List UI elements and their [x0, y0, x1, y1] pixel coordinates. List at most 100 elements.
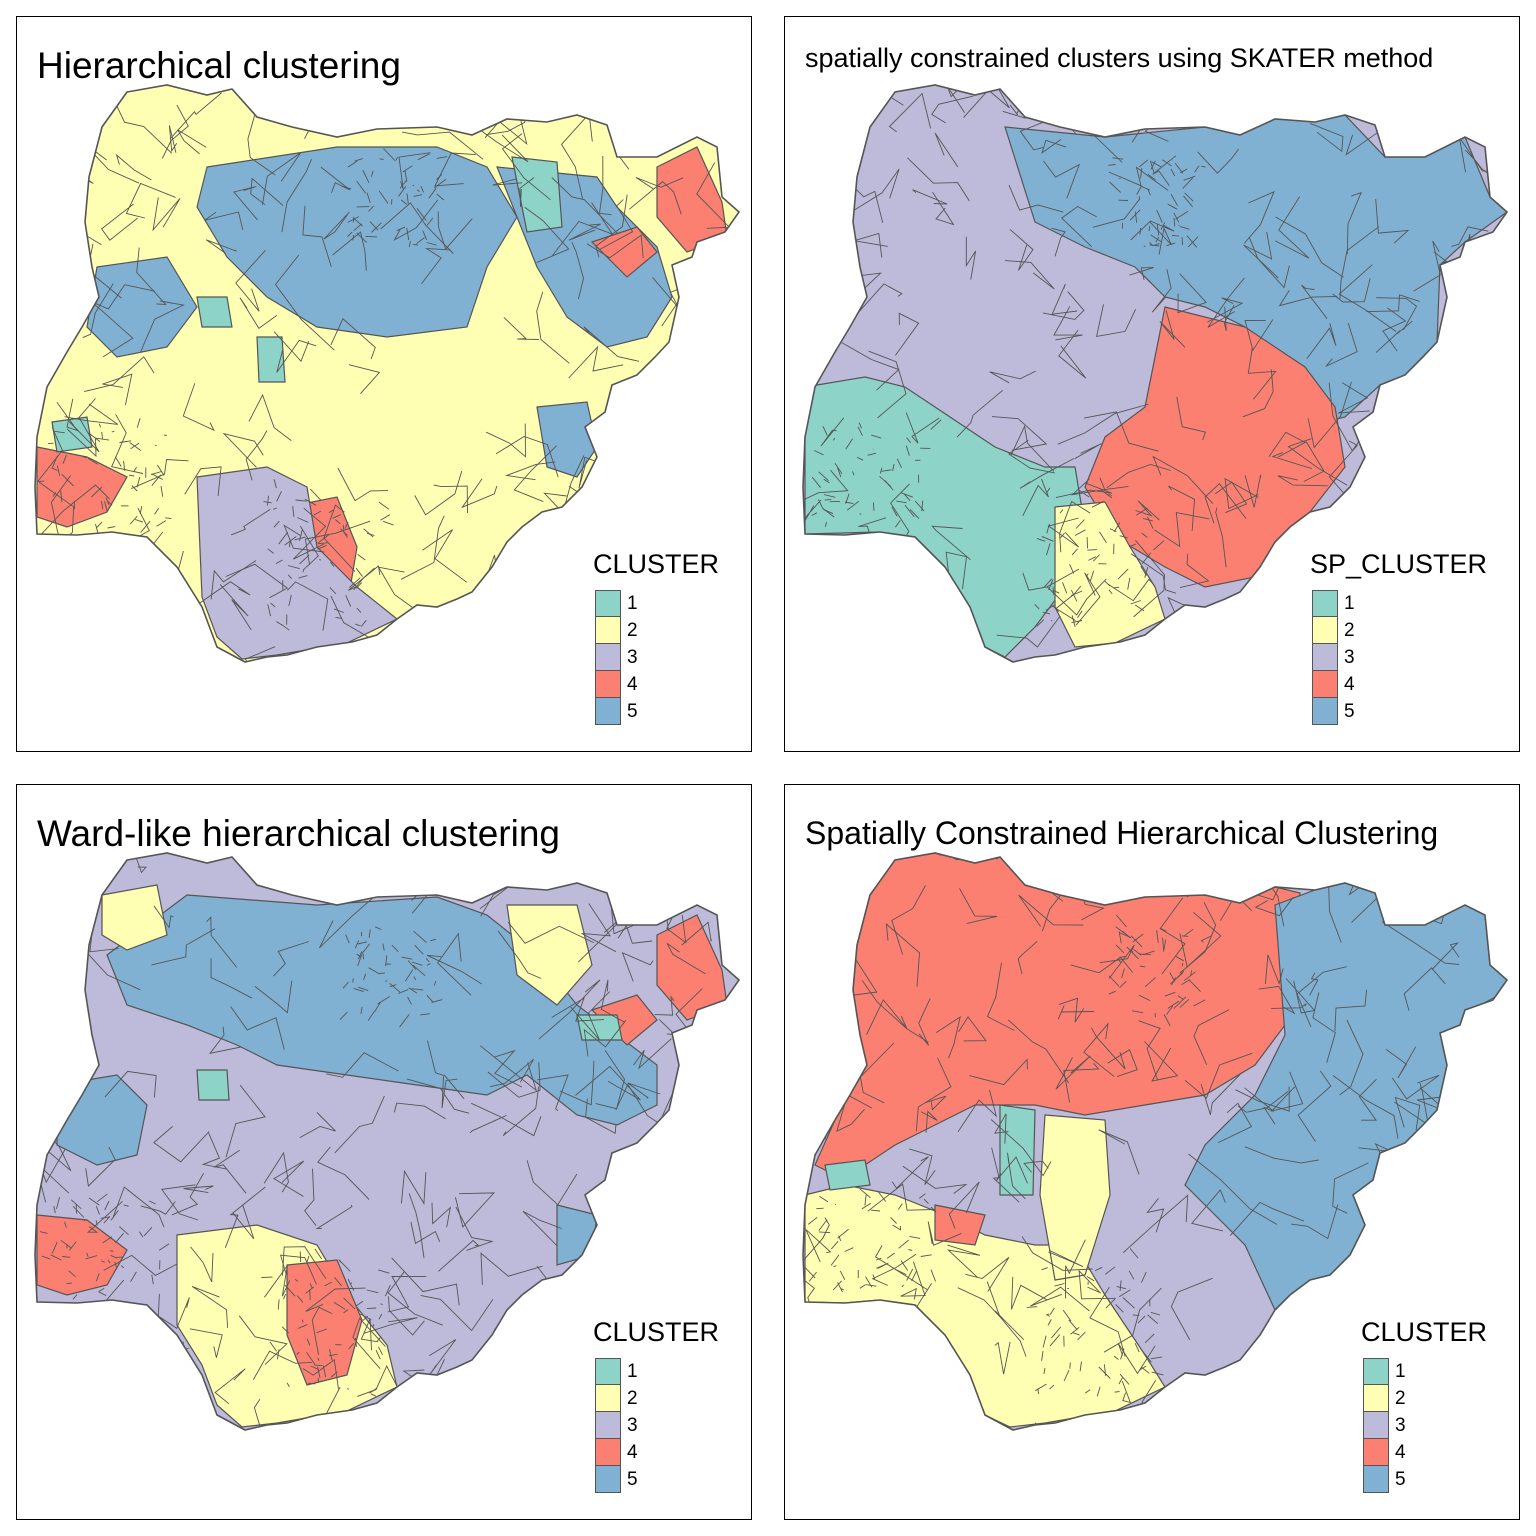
cluster-region-1 — [256, 336, 286, 383]
legend-swatch — [594, 1358, 621, 1385]
cluster-region-4 — [286, 1259, 363, 1386]
cluster-region-5 — [556, 1204, 598, 1266]
legend-label: 1 — [1343, 592, 1355, 614]
legend-label: 5 — [626, 700, 638, 722]
panel-title: Spatially Constrained Hierarchical Clust… — [805, 815, 1439, 851]
legend: CLUSTER 1 2 3 4 5 — [593, 1317, 719, 1493]
country-outline — [802, 852, 1509, 1431]
legend-swatch — [594, 671, 621, 698]
legend-items: 1 2 3 4 5 — [1311, 590, 1487, 725]
legend-item: 1 — [1362, 1358, 1487, 1385]
nigeria-map — [34, 84, 741, 663]
cluster-region-2 — [1039, 1114, 1111, 1281]
cluster-region-4 — [590, 226, 658, 278]
legend-swatch — [594, 590, 621, 617]
legend-label: 1 — [1394, 1360, 1406, 1382]
legend-title: CLUSTER — [592, 549, 719, 579]
legend-label: 5 — [626, 1468, 638, 1490]
legend-swatch — [1362, 1466, 1389, 1493]
legend-item: 2 — [594, 1385, 719, 1412]
legend-label: 3 — [1343, 646, 1355, 668]
legend-swatch — [594, 1466, 621, 1493]
legend-label: 3 — [626, 646, 638, 668]
legend-label: 2 — [626, 619, 638, 641]
map-panel-hierarchical: Hierarchical clustering CLUSTER 1 2 3 4 5 — [16, 16, 752, 752]
legend-swatch — [1362, 1385, 1389, 1412]
legend-swatch — [594, 1385, 621, 1412]
map-panel-skater: spatially constrained clusters using SKA… — [784, 16, 1520, 752]
legend-items: 1 2 3 4 5 — [594, 1358, 719, 1493]
legend-item: 2 — [1311, 617, 1487, 644]
legend-swatch — [1311, 698, 1338, 725]
legend-item: 4 — [1362, 1439, 1487, 1466]
legend-title: CLUSTER — [1360, 1317, 1487, 1347]
cluster-region-3 — [196, 466, 399, 660]
legend-label: 4 — [1394, 1441, 1406, 1463]
legend-label: 5 — [1394, 1468, 1406, 1490]
legend-item: 1 — [594, 1358, 719, 1385]
legend-swatch — [1362, 1358, 1389, 1385]
legend-swatch — [1311, 671, 1338, 698]
legend-swatch — [1311, 617, 1338, 644]
legend-swatch — [594, 617, 621, 644]
country-outline — [34, 852, 741, 1431]
country-outline — [802, 84, 1509, 663]
legend-label: 1 — [626, 1360, 638, 1382]
legend-swatch — [1362, 1412, 1389, 1439]
legend-label: 4 — [626, 1441, 638, 1463]
cluster-region-5 — [86, 256, 198, 358]
legend-item: 5 — [1311, 698, 1487, 725]
legend-label: 3 — [626, 1414, 638, 1436]
cluster-region-2 — [101, 884, 168, 951]
legend-item: 3 — [594, 1412, 719, 1439]
legend-item: 5 — [1362, 1466, 1487, 1493]
cluster-region-1 — [196, 1069, 230, 1101]
cluster-region-1 — [576, 1014, 623, 1041]
legend-label: 3 — [1394, 1414, 1406, 1436]
legend-swatch — [1362, 1439, 1389, 1466]
legend-swatch — [1311, 590, 1338, 617]
cluster-region-1 — [511, 156, 563, 233]
legend-items: 1 2 3 4 5 — [594, 590, 719, 725]
panel-title: Ward-like hierarchical clustering — [37, 813, 560, 854]
legend-item: 1 — [594, 590, 719, 617]
legend-label: 2 — [1394, 1387, 1406, 1409]
map-panel-ward: Ward-like hierarchical clustering CLUSTE… — [16, 784, 752, 1520]
legend-items: 1 2 3 4 5 — [1362, 1358, 1487, 1493]
legend-item: 1 — [1311, 590, 1487, 617]
legend-item: 4 — [1311, 671, 1487, 698]
legend-label: 4 — [1343, 673, 1355, 695]
cluster-region-1 — [824, 1159, 871, 1191]
legend: CLUSTER 1 2 3 4 5 — [593, 549, 719, 725]
legend-item: 3 — [594, 644, 719, 671]
cluster-region-1 — [999, 1104, 1036, 1196]
legend-label: 2 — [626, 1387, 638, 1409]
legend-label: 1 — [626, 592, 638, 614]
legend: CLUSTER 1 2 3 4 5 — [1361, 1317, 1487, 1493]
legend-title: CLUSTER — [592, 1317, 719, 1347]
legend-item: 5 — [594, 698, 719, 725]
legend-item: 5 — [594, 1466, 719, 1493]
legend-swatch — [1311, 644, 1338, 671]
cluster-region-4 — [1084, 306, 1346, 588]
legend-item: 4 — [594, 671, 719, 698]
legend-swatch — [594, 644, 621, 671]
panel-title: spatially constrained clusters using SKA… — [805, 43, 1434, 73]
legend-title: SP_CLUSTER — [1309, 549, 1487, 579]
legend-swatch — [594, 1412, 621, 1439]
legend-item: 4 — [594, 1439, 719, 1466]
legend-label: 5 — [1343, 700, 1355, 722]
legend-label: 2 — [1343, 619, 1355, 641]
nigeria-map — [802, 852, 1509, 1431]
legend-item: 3 — [1311, 644, 1487, 671]
legend: SP_CLUSTER 1 2 3 4 5 — [1310, 549, 1487, 725]
cluster-region-2 — [506, 904, 593, 1006]
country-outline — [34, 84, 741, 663]
legend-item: 2 — [1362, 1385, 1487, 1412]
legend-label: 4 — [626, 673, 638, 695]
nigeria-map — [802, 84, 1509, 663]
map-panel-clustgeo: Spatially Constrained Hierarchical Clust… — [784, 784, 1520, 1520]
legend-item: 2 — [594, 617, 719, 644]
cluster-region-1 — [196, 296, 233, 328]
nigeria-map — [34, 852, 741, 1431]
